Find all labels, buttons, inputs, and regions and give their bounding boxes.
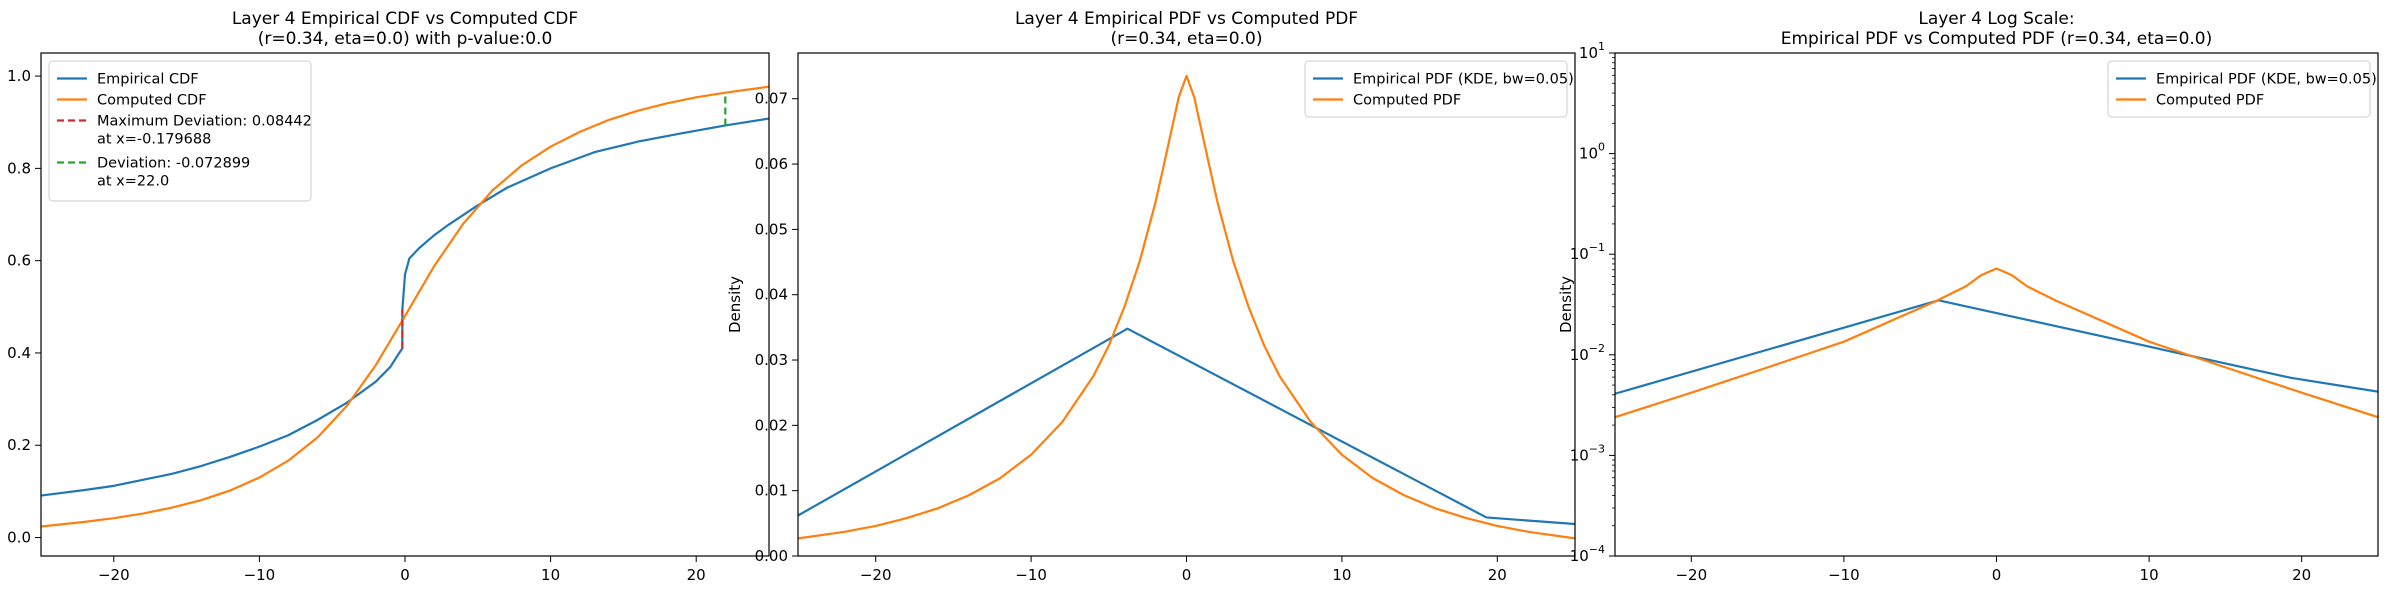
y-tick-label: 101 (1579, 40, 1605, 62)
x-tick-label: 20 (687, 566, 706, 584)
y-axis-label: Density (726, 276, 744, 333)
chart-panel-3: Layer 4 Log Scale:Empirical PDF vs Compu… (1557, 9, 2379, 584)
chart-panel-1: Layer 4 Empirical CDF vs Computed CDF(r=… (7, 9, 770, 584)
y-tick-label: 0.03 (755, 351, 788, 369)
y-tick-label: 10−2 (1570, 342, 1605, 364)
x-tick-label: 20 (2292, 566, 2311, 584)
y-tick-label: 100 (1579, 141, 1605, 163)
y-tick-label: 0.0 (7, 529, 31, 547)
legend-label: Empirical CDF (97, 72, 199, 88)
legend-label: Empirical PDF (KDE, bw=0.05) (1353, 72, 1574, 88)
chart-panel-2: Layer 4 Empirical PDF vs Computed PDF(r=… (726, 9, 1576, 584)
chart-title: Layer 4 Empirical CDF vs Computed CDF (232, 9, 578, 29)
y-tick-label: 0.06 (755, 155, 788, 173)
plot-area (798, 74, 1575, 540)
y-tick-label: 0.04 (755, 286, 788, 304)
y-tick-label: 0.07 (755, 90, 788, 108)
x-tick-label: 0 (400, 566, 410, 584)
x-tick-label: 0 (1992, 566, 2002, 584)
x-tick-label: −20 (1675, 566, 1707, 584)
legend: Empirical PDF (KDE, bw=0.05) Computed PDF (2107, 60, 2377, 118)
y-tick-label: 10−1 (1570, 241, 1605, 263)
x-tick-label: 10 (2140, 566, 2159, 584)
chart-title: Layer 4 Empirical PDF vs Computed PDF (1015, 9, 1358, 29)
legend-label: Deviation: -0.072899 (97, 156, 250, 172)
legend-label-detail: at x=-0.179688 (97, 132, 211, 148)
axes-frame (1614, 52, 2379, 557)
chart-subtitle: Empirical PDF vs Computed PDF (r=0.34, e… (1781, 29, 2212, 49)
chart-subtitle: (r=0.34, eta=0.0) (1111, 29, 1263, 49)
series-line-2 (41, 85, 769, 528)
x-tick-label: −20 (98, 566, 130, 584)
legend-label: Empirical PDF (KDE, bw=0.05) (2156, 72, 2377, 88)
x-tick-label: 10 (1332, 566, 1351, 584)
y-tick-label: 1.0 (7, 67, 31, 85)
x-tick-label: −20 (860, 566, 892, 584)
x-tick-label: 0 (1182, 566, 1192, 584)
series-line-1 (798, 327, 1575, 526)
x-tick-label: −10 (244, 566, 276, 584)
legend-label: Computed CDF (97, 93, 207, 109)
legend: Empirical PDF (KDE, bw=0.05) Computed PDF (1304, 60, 1574, 118)
y-tick-label: 10−3 (1570, 442, 1605, 464)
y-tick-label: 0.4 (7, 344, 31, 362)
y-tick-label: 0.8 (7, 159, 31, 177)
x-tick-label: 10 (541, 566, 560, 584)
plot-area (1615, 267, 2378, 419)
y-tick-label: 0.6 (7, 252, 31, 270)
legend-label: Computed PDF (1353, 93, 1461, 109)
legend-box (1304, 60, 1568, 118)
x-tick-label: −10 (1015, 566, 1047, 584)
y-tick-label: 0.02 (755, 416, 788, 434)
series-line-2 (1615, 267, 2378, 419)
y-tick-label: 10−4 (1570, 543, 1605, 565)
axes-frame (797, 52, 1576, 557)
legend-label-detail: at x=22.0 (97, 174, 169, 190)
legend-box (48, 60, 312, 202)
x-tick-label: −10 (1828, 566, 1860, 584)
legend: Empirical CDF Computed CDF Maximum Deviati… (48, 60, 312, 202)
series-line-2 (798, 74, 1575, 540)
y-tick-label: 0.00 (755, 547, 788, 565)
chart-title: Layer 4 Log Scale: (1918, 9, 2074, 29)
y-tick-label: 0.05 (755, 220, 788, 238)
y-tick-label: 0.2 (7, 436, 31, 454)
y-axis-label: Density (1557, 276, 1575, 333)
legend-box (2107, 60, 2371, 118)
chart-subtitle: (r=0.34, eta=0.0) with p-value:0.0 (258, 29, 553, 49)
legend-label: Maximum Deviation: 0.08442 (97, 114, 312, 130)
legend-label: Computed PDF (2156, 93, 2264, 109)
y-tick-label: 0.01 (755, 482, 788, 500)
plot-area (41, 85, 769, 528)
series-line-1 (1615, 299, 2378, 395)
x-tick-label: 20 (1488, 566, 1507, 584)
